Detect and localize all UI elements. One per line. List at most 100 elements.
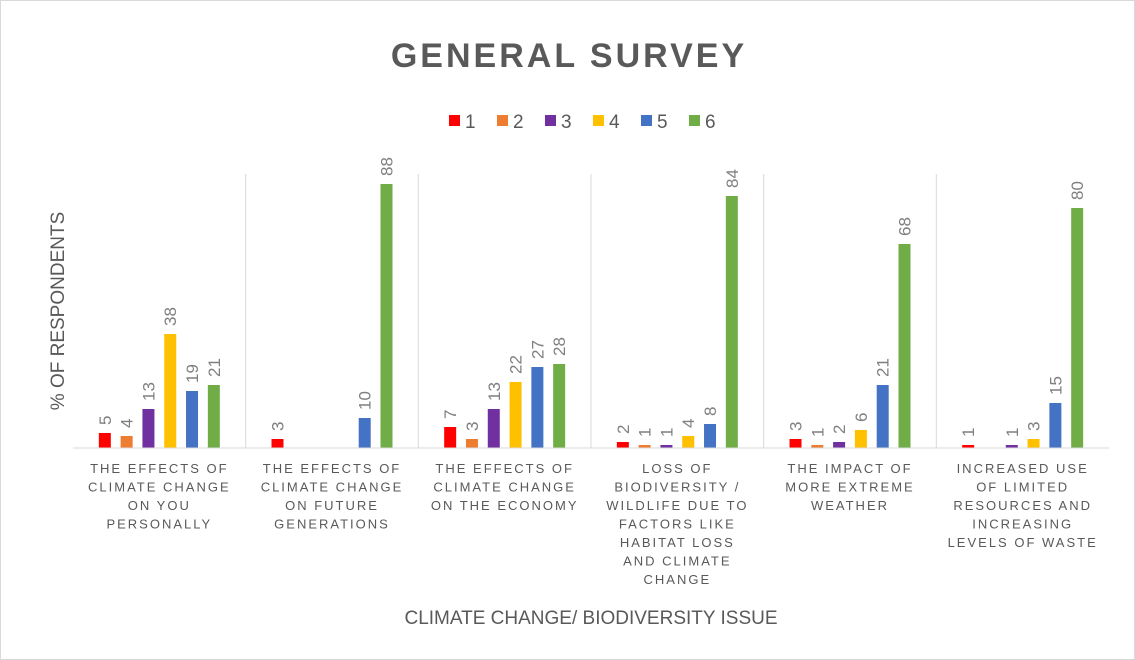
data-label-series-3-cat-6: 1: [1003, 428, 1022, 437]
category-label-1: PERSONALLY: [106, 517, 212, 532]
x-axis-title: CLIMATE CHANGE/ BIODIVERSITY ISSUE: [404, 608, 777, 629]
data-label-series-1-cat-5: 3: [787, 422, 806, 431]
bar-series-6-cat-1: [207, 385, 220, 448]
category-label-4: HABITAT LOSS: [620, 535, 735, 550]
legend-swatch-2: [497, 115, 508, 126]
data-label-series-6-cat-4: 84: [723, 169, 742, 188]
bar-series-5-cat-6: [1049, 403, 1062, 448]
data-label-series-2-cat-1: 4: [118, 419, 137, 428]
data-label-series-6-cat-2: 88: [378, 157, 397, 176]
category-label-5: MORE EXTREME: [785, 480, 914, 495]
category-label-4: LOSS OF: [642, 461, 712, 476]
legend-label-1: 1: [465, 112, 476, 133]
bar-series-3-cat-4: [660, 445, 673, 448]
legend-swatch-6: [689, 115, 700, 126]
category-label-4: BIODIVERSITY /: [614, 480, 740, 495]
category-labels: THE EFFECTS OF CLIMATE CHANGE ON YOU PERSON…: [88, 461, 1098, 587]
legend-label-2: 2: [513, 112, 524, 133]
category-label-5: THE IMPACT OF: [787, 461, 912, 476]
bar-series-6-cat-2: [380, 184, 393, 448]
data-label-series-5-cat-5: 21: [874, 358, 893, 377]
bar-series-1-cat-6: [962, 445, 975, 448]
data-label-series-3-cat-5: 2: [830, 425, 849, 434]
bar-series-2-cat-5: [811, 445, 824, 448]
data-label-series-4-cat-4: 4: [679, 419, 698, 428]
data-label-series-2-cat-4: 1: [636, 428, 655, 437]
legend-swatch-5: [641, 115, 652, 126]
bar-series-3-cat-3: [487, 409, 500, 448]
category-label-2: THE EFFECTS OF: [263, 461, 402, 476]
bar-series-3-cat-5: [833, 442, 846, 448]
bar-series-2-cat-3: [465, 439, 478, 448]
bar-series-1-cat-4: [616, 442, 629, 448]
category-label-4: WILDLIFE DUE TO: [606, 498, 748, 513]
category-label-2: ON FUTURE: [285, 498, 379, 513]
bar-series-5-cat-4: [704, 424, 717, 448]
category-label-3: ON THE ECONOMY: [431, 498, 579, 513]
bar-series-4-cat-6: [1027, 439, 1040, 448]
category-label-1: CLIMATE CHANGE: [88, 480, 231, 495]
bar-series-1-cat-5: [789, 439, 802, 448]
category-label-3: CLIMATE CHANGE: [433, 480, 576, 495]
data-label-series-2-cat-5: 1: [808, 428, 827, 437]
data-label-series-5-cat-1: 19: [183, 364, 202, 383]
category-label-6: LEVELS OF WASTE: [948, 535, 1098, 550]
data-label-series-6-cat-6: 80: [1068, 181, 1087, 200]
bar-series-4-cat-3: [509, 382, 522, 448]
legend-swatch-4: [593, 115, 604, 126]
bar-series-5-cat-3: [531, 367, 544, 448]
data-label-series-5-cat-6: 15: [1046, 376, 1065, 395]
bar-series-4-cat-4: [682, 436, 695, 448]
data-label-series-4-cat-1: 38: [161, 307, 180, 326]
data-label-series-3-cat-1: 13: [139, 382, 158, 401]
data-label-series-4-cat-5: 6: [852, 413, 871, 422]
category-label-1: THE EFFECTS OF: [90, 461, 229, 476]
bar-series-1-cat-1: [98, 433, 111, 448]
legend-label-4: 4: [609, 112, 620, 133]
category-label-6: INCREASING: [972, 517, 1073, 532]
data-label-series-6-cat-5: 68: [896, 217, 915, 236]
bar-series-3-cat-1: [142, 409, 155, 448]
data-label-series-5-cat-4: 8: [701, 407, 720, 416]
data-label-series-4-cat-6: 3: [1025, 422, 1044, 431]
category-label-2: GENERATIONS: [274, 517, 390, 532]
bar-series-2-cat-1: [120, 436, 133, 448]
category-label-4: AND CLIMATE: [623, 554, 731, 569]
bar-series-5-cat-1: [186, 391, 199, 448]
data-label-series-5-cat-3: 27: [528, 340, 547, 359]
bar-series-1-cat-3: [444, 427, 457, 448]
legend-label-3: 3: [561, 112, 572, 133]
bar-series-6-cat-3: [553, 364, 566, 448]
bar-series-6-cat-6: [1071, 208, 1084, 448]
y-axis-title: % OF RESPONDENTS: [48, 212, 69, 410]
chart-title: GENERAL SURVEY: [391, 37, 747, 75]
bar-series-6-cat-4: [725, 196, 738, 448]
data-label-series-2-cat-3: 3: [463, 422, 482, 431]
legend-label-6: 6: [705, 112, 716, 133]
bar-series-2-cat-4: [638, 445, 651, 448]
bar-series-5-cat-5: [876, 385, 889, 448]
bar-series-6-cat-5: [898, 244, 911, 448]
category-label-5: WEATHER: [811, 498, 889, 513]
data-label-series-6-cat-3: 28: [550, 337, 569, 356]
data-label-series-1-cat-4: 2: [614, 425, 633, 434]
data-label-series-1-cat-2: 3: [269, 422, 288, 431]
data-label-series-3-cat-4: 1: [657, 428, 676, 437]
data-label-series-4-cat-3: 22: [507, 355, 526, 374]
legend-label-5: 5: [657, 112, 668, 133]
legend-swatch-1: [449, 115, 460, 126]
legend: 1 2 3 4 5 6: [449, 112, 716, 133]
data-label-series-1-cat-3: 7: [441, 410, 460, 419]
bar-series-4-cat-1: [164, 334, 177, 448]
bar-series-4-cat-5: [854, 430, 867, 448]
data-label-series-5-cat-2: 10: [356, 391, 375, 410]
bar-series-3-cat-6: [1005, 445, 1018, 448]
category-label-3: THE EFFECTS OF: [435, 461, 574, 476]
category-label-6: OF LIMITED: [976, 480, 1069, 495]
data-label-series-1-cat-1: 5: [96, 416, 115, 425]
category-label-6: INCREASED USE: [957, 461, 1089, 476]
bars: [98, 184, 1084, 448]
